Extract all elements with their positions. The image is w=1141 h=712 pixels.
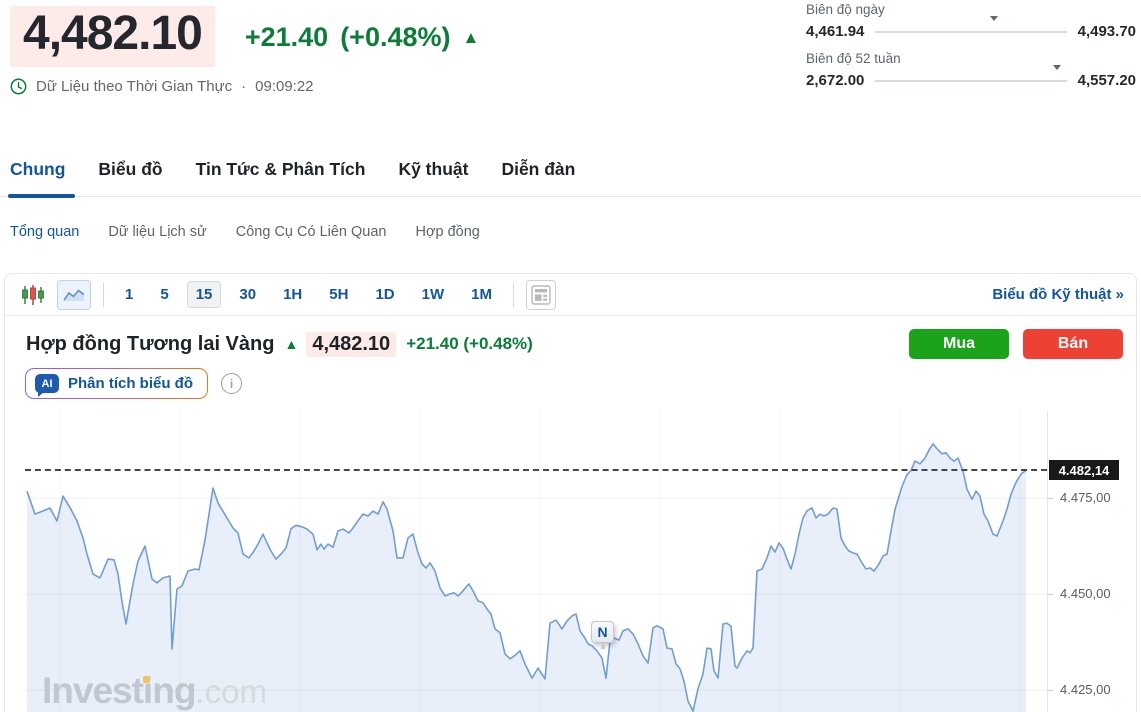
axis-tick-label: 4.425,00	[1048, 682, 1111, 697]
subtab-cong-cu-co-lien-quan[interactable]: Công Cụ Có Liên Quan	[235, 224, 387, 240]
clock-icon	[10, 78, 27, 95]
day-range-handle-icon	[989, 15, 998, 38]
price-area-chart[interactable]	[25, 411, 1047, 712]
price-axis[interactable]: 4.482,14 4.475,00 4.450,00 4.425,00	[1047, 411, 1136, 712]
day-range-label: Biên độ ngày	[806, 2, 885, 17]
subtab-tong-quan[interactable]: Tổng quan	[10, 224, 80, 240]
main-tabs: Chung Biểu đồ Tin Tức & Phân Tích Kỹ thuật D…	[0, 159, 1141, 198]
area-chart-icon	[63, 287, 85, 302]
up-triangle-icon: ▲	[462, 28, 480, 47]
price-change: +21.40 (+0.48%) ▲	[245, 22, 479, 53]
interval-1[interactable]: 1	[116, 281, 142, 308]
dot-separator: ·	[241, 77, 247, 95]
tab-tin-tuc-phan-tich[interactable]: Tin Tức & Phân Tích	[195, 159, 366, 179]
day-range-low: 4,461.94	[806, 23, 865, 40]
realtime-label: Dữ Liệu theo Thời Gian Thực	[36, 77, 233, 95]
candlestick-icon	[21, 283, 45, 307]
quote-time: 09:09:22	[255, 77, 314, 95]
day-range-high: 4,493.70	[1077, 23, 1136, 40]
current-price: 4,482.10	[10, 6, 215, 67]
interval-1H[interactable]: 1H	[274, 281, 311, 308]
quote-header: 4,482.10 +21.40 (+0.48%) ▲ Dữ Liệu theo …	[10, 6, 479, 95]
news-feed-icon	[531, 284, 551, 305]
instrument-change: +21.40 (+0.48%)	[406, 334, 533, 353]
interval-5H[interactable]: 5H	[320, 281, 357, 308]
interval-5[interactable]: 5	[151, 281, 177, 308]
change-value: +21.40	[244, 22, 329, 52]
interval-15[interactable]: 15	[186, 281, 222, 308]
sub-tabs: Tổng quan Dữ liệu Lịch sử Công Cụ Có Liên …	[10, 224, 480, 240]
ai-badge-icon: AI	[35, 374, 59, 397]
interval-selector: 1 5 15 30 1H 5H 1D 1W 1M	[116, 281, 501, 308]
chart-region: Investing.com N 4.482,14 4.475,00 4.450,0…	[5, 411, 1136, 712]
technical-chart-link[interactable]: Biểu đồ Kỹ thuật »	[992, 286, 1124, 303]
watermark-light: .com	[195, 673, 267, 710]
instrument-title: Hợp đồng Tương lai Vàng	[26, 332, 275, 355]
investing-watermark: Investing.com	[42, 670, 267, 712]
info-icon[interactable]: i	[221, 373, 243, 394]
ai-analyze-chart-button[interactable]: AI Phân tích biểu đồ	[25, 368, 208, 399]
ranges-panel: Biên độ ngày 4,461.94 4,493.70 Biên độ 5…	[806, 2, 1136, 89]
change-percent: (+0.48%)	[340, 22, 451, 52]
tab-ky-thuat[interactable]: Kỹ thuật	[398, 159, 469, 179]
subtab-hop-dong[interactable]: Hợp đồng	[415, 224, 480, 240]
chart-toolbar: 1 5 15 30 1H 5H 1D 1W 1M Biểu đồ Kỹ thuật »	[5, 274, 1136, 316]
toolbar-divider	[103, 282, 104, 307]
last-price-tag: 4.482,14	[1049, 460, 1119, 480]
sell-button[interactable]: Bán	[1023, 329, 1123, 359]
week52-range-label: Biên độ 52 tuần	[806, 51, 901, 66]
toolbar-divider	[512, 282, 514, 307]
area-chart-button[interactable]	[57, 279, 91, 310]
axis-tick-label: 4.475,00	[1048, 490, 1111, 505]
realtime-status: Dữ Liệu theo Thời Gian Thực · 09:09:22	[10, 78, 479, 95]
interval-1M[interactable]: 1M	[462, 281, 501, 308]
candlestick-chart-button[interactable]	[17, 280, 49, 310]
day-range-track	[875, 15, 1067, 38]
tab-chung[interactable]: Chung	[7, 159, 76, 198]
chart-header: Hợp đồng Tương lai Vàng ▲ 4,482.10 +21.4…	[5, 329, 1136, 359]
chart-news-button[interactable]	[525, 279, 556, 310]
instrument-price: 4,482.10	[306, 331, 397, 357]
news-event-marker[interactable]: N	[591, 621, 614, 643]
ai-analysis-row: AI Phân tích biểu đồ i	[5, 368, 1136, 399]
week52-range-high: 4,557.20	[1077, 72, 1136, 89]
watermark-dot-icon	[143, 676, 150, 683]
subtab-du-lieu-lich-su[interactable]: Dữ liệu Lịch sử	[108, 224, 207, 240]
axis-tick-label: 4.450,00	[1048, 586, 1111, 601]
interval-1W[interactable]: 1W	[413, 281, 454, 308]
watermark-bold: Investing	[42, 670, 196, 711]
tab-bieu-do[interactable]: Biểu đồ	[98, 159, 163, 179]
up-triangle-icon: ▲	[284, 336, 299, 352]
last-price-dashed-line	[25, 469, 1047, 471]
buy-button[interactable]: Mua	[909, 329, 1009, 359]
week52-range-track	[875, 64, 1067, 87]
chart-card: 1 5 15 30 1H 5H 1D 1W 1M Biểu đồ Kỹ thuật » Hợp …	[4, 273, 1137, 712]
day-range: Biên độ ngày 4,461.94 4,493.70	[806, 2, 1136, 40]
interval-1D[interactable]: 1D	[366, 281, 403, 308]
tab-dien-dan[interactable]: Diễn đàn	[501, 159, 576, 179]
ai-analyze-label: Phân tích biểu đồ	[68, 375, 194, 392]
week52-range-handle-icon	[1053, 64, 1062, 87]
week52-range-low: 2,672.00	[806, 72, 865, 89]
interval-30[interactable]: 30	[230, 281, 265, 308]
week52-range: Biên độ 52 tuần 2,672.00 4,557.20	[806, 51, 1136, 89]
